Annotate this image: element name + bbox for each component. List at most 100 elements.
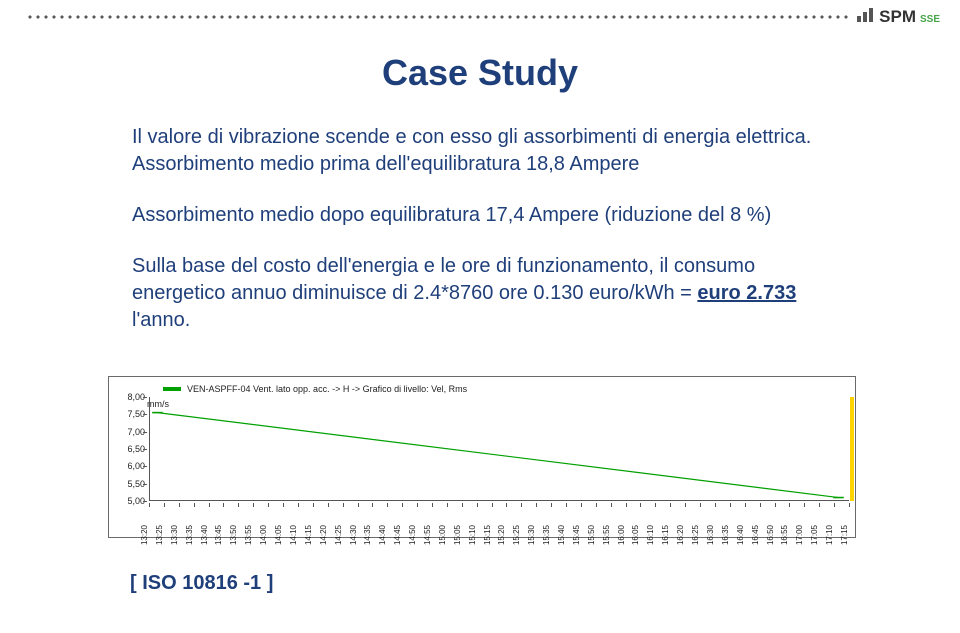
x-tick-label: 14:20: [319, 525, 328, 545]
p3-pre: Sulla base del costo dell'energia e le o…: [132, 255, 755, 304]
x-tick-mark: [849, 503, 850, 507]
x-tick-label: 15:50: [587, 525, 596, 545]
chart: VEN-ASPFF-04 Vent. lato opp. acc. -> H -…: [108, 376, 856, 538]
x-tick-mark: [536, 503, 537, 507]
x-tick-label: 15:15: [483, 525, 492, 545]
x-tick-mark: [521, 503, 522, 507]
x-tick-label: 14:35: [363, 525, 372, 545]
x-tick-mark: [640, 503, 641, 507]
x-tick-label: 17:00: [795, 525, 804, 545]
logo: SPM SSE: [857, 7, 940, 27]
x-tick-mark: [328, 503, 329, 507]
x-tick-mark: [685, 503, 686, 507]
logo-text: SPM: [879, 7, 916, 27]
x-tick-mark: [551, 503, 552, 507]
x-tick-label: 16:00: [617, 525, 626, 545]
slide-page: SPM SSE Case Study Il valore di vibrazio…: [0, 0, 960, 633]
x-tick-mark: [253, 503, 254, 507]
x-tick-mark: [164, 503, 165, 507]
x-tick-label: 16:30: [706, 525, 715, 545]
x-tick-label: 16:05: [631, 525, 640, 545]
x-tick-label: 15:00: [438, 525, 447, 545]
x-tick-label: 14:45: [393, 525, 402, 545]
x-tick-label: 14:10: [289, 525, 298, 545]
x-tick-mark: [402, 503, 403, 507]
x-tick-mark: [387, 503, 388, 507]
x-tick-mark: [432, 503, 433, 507]
y-axis: 8,007,507,006,506,005,505,00: [115, 397, 145, 501]
x-tick-label: 17:10: [825, 525, 834, 545]
x-tick-label: 13:35: [185, 525, 194, 545]
logo-suffix: SSE: [920, 14, 940, 25]
legend-swatch-icon: [163, 387, 181, 391]
x-tick-mark: [789, 503, 790, 507]
paragraph-3: Sulla base del costo dell'energia e le o…: [132, 253, 832, 334]
y-tick-mark: [143, 397, 147, 398]
y-tick-mark: [143, 484, 147, 485]
x-tick-mark: [149, 503, 150, 507]
x-tick-mark: [700, 503, 701, 507]
y-tick-label: 6,50: [115, 444, 145, 454]
x-tick-label: 16:25: [691, 525, 700, 545]
plot-svg: [149, 397, 849, 501]
x-tick-mark: [462, 503, 463, 507]
x-tick-mark: [447, 503, 448, 507]
p3-post: l'anno.: [132, 309, 190, 331]
caption: [ ISO 10816 -1 ]: [130, 572, 273, 595]
x-tick-mark: [298, 503, 299, 507]
y-tick-label: 6,00: [115, 461, 145, 471]
x-tick-label: 13:20: [140, 525, 149, 545]
plot-area: [149, 397, 849, 501]
x-tick-mark: [596, 503, 597, 507]
x-tick-label: 16:10: [646, 525, 655, 545]
series-marker: [833, 497, 844, 499]
y-tick-mark: [143, 414, 147, 415]
x-tick-label: 14:15: [304, 525, 313, 545]
x-tick-label: 15:35: [542, 525, 551, 545]
x-tick-mark: [313, 503, 314, 507]
x-axis: 13:2013:2513:3013:3513:4013:4513:5013:55…: [149, 503, 849, 535]
x-tick-label: 15:05: [453, 525, 462, 545]
x-tick-label: 13:40: [200, 525, 209, 545]
x-tick-label: 15:30: [527, 525, 536, 545]
x-tick-label: 13:30: [170, 525, 179, 545]
x-tick-label: 16:15: [661, 525, 670, 545]
x-tick-label: 15:45: [572, 525, 581, 545]
x-tick-label: 16:20: [676, 525, 685, 545]
y-tick-mark: [143, 466, 147, 467]
x-tick-label: 16:40: [736, 525, 745, 545]
x-tick-label: 14:40: [378, 525, 387, 545]
x-tick-label: 15:55: [602, 525, 611, 545]
page-title: Case Study: [0, 52, 960, 94]
x-tick-mark: [611, 503, 612, 507]
x-tick-label: 14:05: [274, 525, 283, 545]
x-tick-mark: [566, 503, 567, 507]
x-tick-label: 14:55: [423, 525, 432, 545]
x-tick-mark: [477, 503, 478, 507]
x-tick-mark: [775, 503, 776, 507]
x-tick-mark: [238, 503, 239, 507]
x-tick-mark: [655, 503, 656, 507]
y-tick-label: 5,50: [115, 479, 145, 489]
x-tick-mark: [506, 503, 507, 507]
series-line: [157, 413, 838, 498]
series-marker: [152, 412, 163, 414]
p1-line-a: Il valore di vibrazione scende e con ess…: [132, 126, 811, 148]
paragraph-1: Il valore di vibrazione scende e con ess…: [132, 124, 832, 178]
x-tick-mark: [209, 503, 210, 507]
y-tick-mark: [143, 501, 147, 502]
x-tick-mark: [343, 503, 344, 507]
y-tick-mark: [143, 449, 147, 450]
x-tick-label: 15:40: [557, 525, 566, 545]
chart-legend: VEN-ASPFF-04 Vent. lato opp. acc. -> H -…: [163, 381, 851, 397]
x-tick-label: 13:45: [214, 525, 223, 545]
y-tick-label: 8,00: [115, 392, 145, 402]
x-tick-label: 15:10: [468, 525, 477, 545]
y-tick-label: 7,00: [115, 427, 145, 437]
body-text: Il valore di vibrazione scende e con ess…: [132, 124, 832, 358]
header: SPM SSE: [26, 6, 940, 28]
x-tick-mark: [730, 503, 731, 507]
x-tick-label: 14:00: [259, 525, 268, 545]
x-tick-mark: [834, 503, 835, 507]
y-tick-label: 7,50: [115, 409, 145, 419]
